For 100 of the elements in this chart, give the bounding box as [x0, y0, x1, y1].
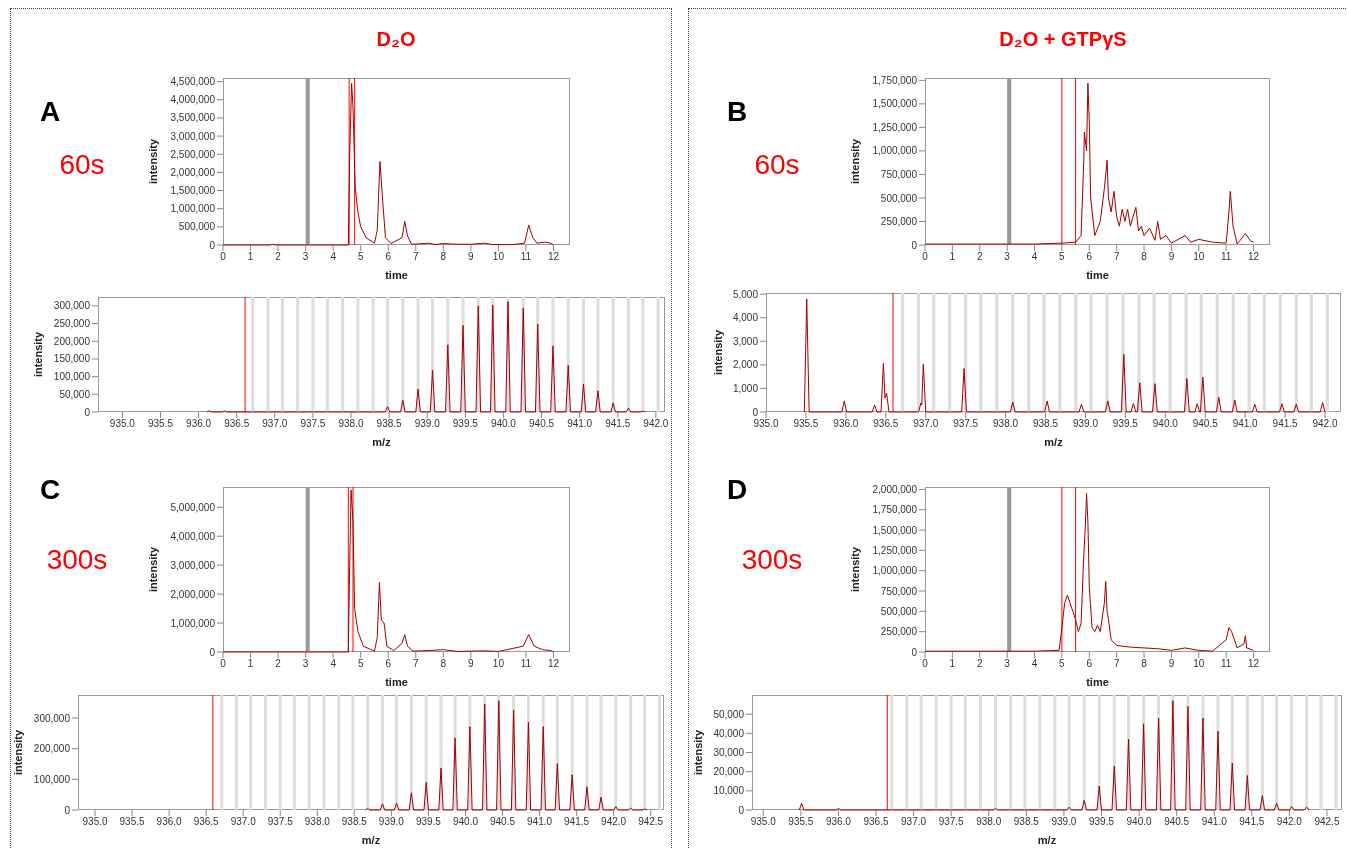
- x-tick-label: 935.5: [788, 816, 814, 828]
- x-tick-label: 941.0: [567, 418, 593, 430]
- y-axis-title: intensity: [11, 729, 24, 776]
- x-tick-label: 8: [440, 658, 447, 670]
- x-tick-label: 940.0: [490, 418, 517, 430]
- text: A: [39, 96, 61, 128]
- x-tick-label: 942.0: [643, 418, 669, 430]
- x-tick-label: 0: [922, 658, 929, 670]
- x-tick-label: 939.0: [378, 816, 405, 828]
- x-tick-label: 937.0: [901, 816, 927, 828]
- x-tick-label: 12: [547, 658, 560, 670]
- x-axis-title: time: [1086, 676, 1109, 688]
- x-tick-label: 6: [385, 251, 392, 263]
- y-tick-label: 2,000,000: [170, 166, 216, 178]
- y-tick-label: 4,000,000: [170, 530, 216, 542]
- y-tick-label: 200,000: [33, 743, 71, 755]
- x-tick-label: 9: [1168, 658, 1175, 670]
- x-tick-label: 941.0: [1201, 816, 1228, 828]
- x-tick-label: 0: [220, 251, 227, 263]
- x-tick-label: 939.5: [1088, 816, 1115, 828]
- y-axis-title: intensity: [691, 729, 704, 776]
- x-tick-label: 937.5: [300, 418, 326, 430]
- x-tick-label: 936.0: [825, 816, 852, 828]
- y-tick-label: 200,000: [53, 335, 91, 347]
- x-tick-label: 936.0: [156, 816, 183, 828]
- line-series: [222, 82, 554, 246]
- y-tick-label: 4,500,000: [170, 76, 216, 88]
- x-tick-label: 3: [302, 251, 309, 263]
- y-axis-title: intensity: [848, 546, 861, 593]
- x-tick-label: 4: [330, 658, 337, 670]
- y-tick-label: 5,000: [732, 288, 759, 300]
- y-axis-title: intensity: [146, 546, 159, 593]
- x-tick-label: 1: [949, 658, 956, 670]
- x-tick-label: 7: [413, 658, 419, 670]
- y-tick-label: 750,000: [880, 168, 918, 180]
- text: D: [726, 474, 748, 506]
- y-tick-label: 2,000: [732, 359, 759, 371]
- x-tick-label: 935.0: [750, 816, 777, 828]
- x-tick-label: 9: [468, 658, 475, 670]
- y-tick-label: 0: [209, 239, 216, 251]
- line-series: [222, 489, 554, 653]
- x-tick-label: 938.5: [376, 418, 403, 430]
- x-tick-label: 6: [1086, 251, 1093, 263]
- text: B: [726, 96, 748, 128]
- x-tick-label: 940.5: [1192, 418, 1219, 430]
- x-tick-label: 942.5: [1314, 816, 1340, 828]
- x-tick-label: 1: [949, 251, 956, 263]
- x-tick-label: 1: [247, 251, 254, 263]
- x-tick-label: 4: [1031, 251, 1038, 263]
- line-series: [206, 301, 646, 413]
- line-series: [803, 298, 1326, 413]
- x-tick-label: 941.5: [1239, 816, 1265, 828]
- line-series: [924, 493, 1255, 652]
- x-tick-label: 941.5: [605, 418, 631, 430]
- x-tick-label: 938.0: [338, 418, 364, 430]
- x-tick-label: 936.5: [224, 418, 250, 430]
- x-tick-label: 942.0: [1312, 418, 1338, 430]
- x-tick-label: 936.0: [833, 418, 859, 430]
- y-tick-label: 150,000: [53, 353, 91, 365]
- x-tick-label: 938.5: [1033, 418, 1059, 430]
- y-tick-label: 50,000: [713, 708, 745, 720]
- y-tick-label: 3,500,000: [170, 112, 216, 124]
- x-tick-label: 936.0: [186, 418, 212, 430]
- x-tick-label: 3: [302, 658, 309, 670]
- x-tick-label: 941.5: [1272, 418, 1299, 430]
- x-tick-label: 940.5: [529, 418, 555, 430]
- x-tick-label: 937.5: [938, 816, 965, 828]
- y-tick-label: 300,000: [53, 300, 91, 312]
- y-tick-label: 0: [911, 646, 918, 658]
- y-tick-label: 0: [64, 804, 71, 816]
- y-tick-label: 1,750,000: [872, 504, 918, 516]
- text: 300s: [46, 544, 108, 576]
- y-axis-title: intensity: [711, 329, 724, 376]
- y-tick-label: 10,000: [713, 785, 745, 797]
- x-tick-label: 940.5: [489, 816, 516, 828]
- x-axis-title: m/z: [361, 834, 381, 846]
- x-tick-label: 940.0: [452, 816, 479, 828]
- x-tick-label: 938.5: [1013, 816, 1040, 828]
- y-tick-label: 300,000: [33, 712, 71, 724]
- x-tick-label: 4: [330, 251, 337, 263]
- y-tick-label: 1,000,000: [170, 203, 216, 215]
- x-tick-label: 1: [247, 658, 254, 670]
- y-tick-label: 0: [84, 406, 91, 418]
- x-tick-label: 935.5: [119, 816, 146, 828]
- x-tick-label: 937.0: [913, 418, 939, 430]
- y-tick-label: 1,250,000: [872, 544, 918, 556]
- text: 60s: [59, 149, 105, 181]
- y-tick-label: 3,000,000: [170, 130, 216, 142]
- x-tick-label: 6: [1086, 658, 1093, 670]
- y-tick-label: 100,000: [53, 371, 91, 383]
- x-tick-label: 936.5: [873, 418, 899, 430]
- x-tick-label: 5: [1059, 251, 1066, 263]
- y-tick-label: 0: [209, 646, 216, 658]
- y-tick-label: 4,000: [732, 312, 759, 324]
- x-tick-label: 11: [1221, 251, 1232, 263]
- y-tick-label: 30,000: [713, 747, 745, 759]
- y-axis-title: intensity: [31, 331, 44, 378]
- y-tick-label: 1,000,000: [872, 565, 918, 577]
- x-tick-label: 935.0: [109, 418, 136, 430]
- x-axis-title: m/z: [1037, 834, 1057, 846]
